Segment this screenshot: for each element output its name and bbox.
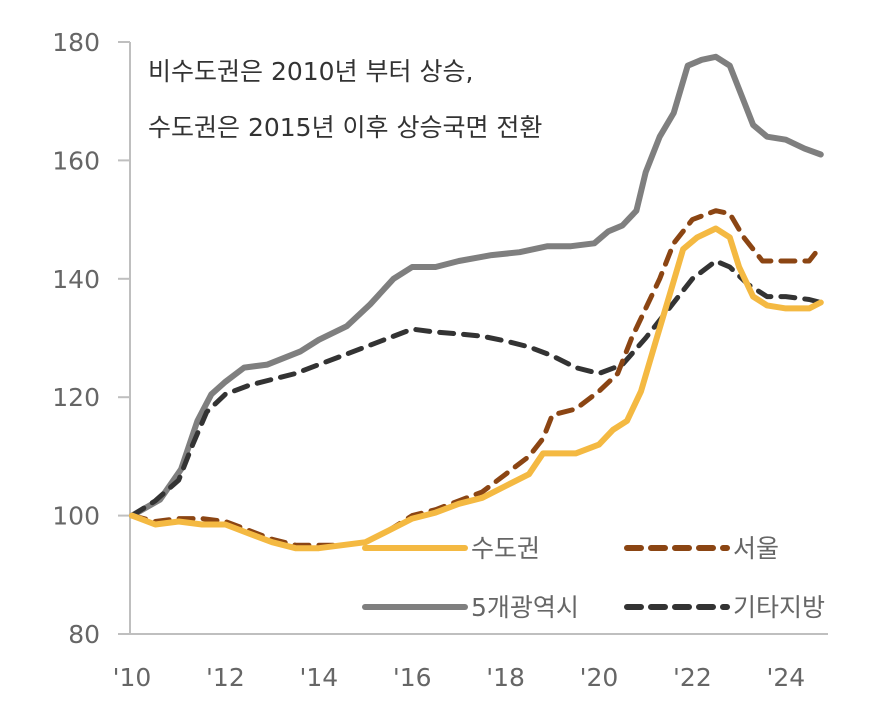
x-tick-label: '22 (673, 663, 712, 692)
y-tick-label: 120 (52, 383, 100, 412)
legend-label: 수도권 (471, 534, 540, 563)
x-tick-label: '20 (580, 663, 619, 692)
axes: 180 160 140 120 100 80 '10 '12 '14 '16 '18 '20 '22 '2… (52, 28, 828, 692)
x-tick-label: '10 (113, 663, 152, 692)
series-line-5개광역시 (129, 53, 824, 519)
y-tick-label: 80 (68, 620, 100, 649)
annotation-line-1: 비수도권은 2010년 부터 상승, (148, 57, 473, 86)
x-tick-label: '18 (486, 663, 525, 692)
y-tick-label: 160 (52, 146, 100, 175)
legend-label: 서울 (733, 534, 779, 563)
series-line-수도권 (129, 225, 824, 552)
annotation-line-2: 수도권은 2015년 이후 상승국면 전환 (148, 113, 542, 142)
x-tick-label: '16 (393, 663, 432, 692)
series-line-기타지방 (129, 258, 824, 519)
x-tick-label: '24 (766, 663, 805, 692)
x-tick-label: '14 (299, 663, 338, 692)
x-tick-label: '12 (206, 663, 245, 692)
y-tick-label: 100 (52, 502, 100, 531)
legend-label: 기타지방 (733, 593, 825, 622)
series-lines (129, 53, 824, 552)
y-tick-label: 180 (52, 28, 100, 57)
legend-label: 5개광역시 (471, 593, 579, 622)
y-tick-label: 140 (52, 265, 100, 294)
